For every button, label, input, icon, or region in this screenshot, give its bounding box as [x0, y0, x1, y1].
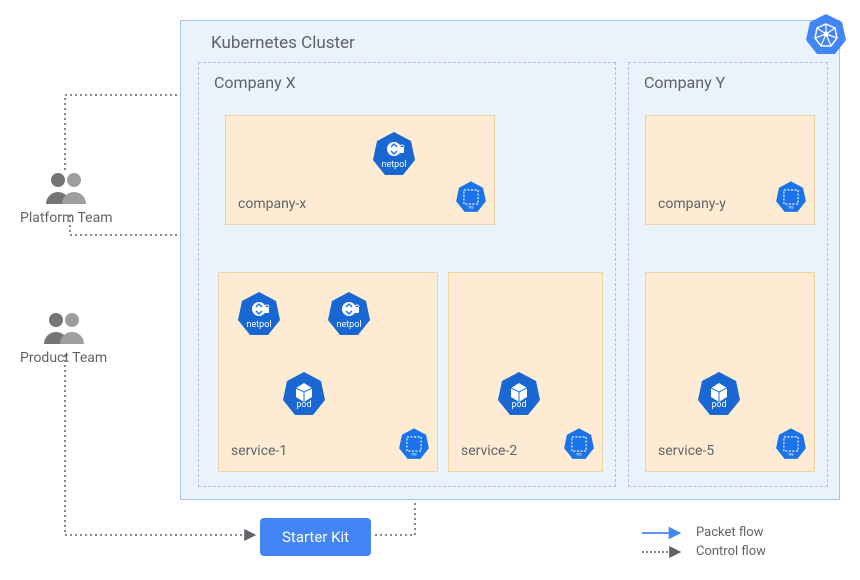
legend-packet-flow: Packet flow: [696, 525, 763, 540]
cluster-title: Kubernetes Cluster: [211, 33, 355, 53]
legend: Packet flow Control flow: [640, 525, 766, 559]
company-title: Company X: [214, 73, 296, 92]
pod-icon: pod: [695, 370, 743, 422]
svg-text:ns: ns: [468, 204, 474, 210]
team-label: Platform Team: [20, 210, 113, 226]
team-label: Product Team: [20, 350, 107, 366]
namespace-icon: ns: [774, 180, 808, 218]
svg-text:ns: ns: [788, 204, 794, 210]
namespace-label: company-y: [658, 196, 726, 212]
namespace-icon: ns: [454, 180, 488, 218]
netpol-icon: netpol: [325, 290, 373, 342]
namespace-label: company-x: [238, 196, 306, 212]
svg-text:ns: ns: [576, 451, 582, 457]
starter-kit-label: Starter Kit: [282, 528, 349, 546]
platform_team: Platform Team: [20, 170, 113, 226]
starter-kit-button[interactable]: Starter Kit: [260, 518, 371, 556]
namespace-icon: ns: [774, 427, 808, 465]
namespace-company_y_ns: company-y ns: [645, 115, 815, 225]
pod-icon: pod: [280, 370, 328, 422]
company-title: Company Y: [644, 73, 725, 92]
svg-text:ns: ns: [411, 451, 417, 457]
product_team: Product Team: [20, 310, 107, 366]
namespace-label: service-5: [658, 443, 714, 459]
namespace-label: service-2: [461, 443, 517, 459]
namespace-label: service-1: [231, 443, 287, 459]
netpol-icon: netpol: [370, 130, 418, 182]
legend-control-flow: Control flow: [696, 544, 766, 559]
namespace-company_x_ns: company-x ns: [225, 115, 495, 225]
namespace-icon: ns: [397, 427, 431, 465]
svg-text:ns: ns: [788, 451, 794, 457]
kubernetes-logo-icon: [804, 12, 848, 60]
pod-icon: pod: [495, 370, 543, 422]
namespace-icon: ns: [562, 427, 596, 465]
netpol-icon: netpol: [235, 290, 283, 342]
